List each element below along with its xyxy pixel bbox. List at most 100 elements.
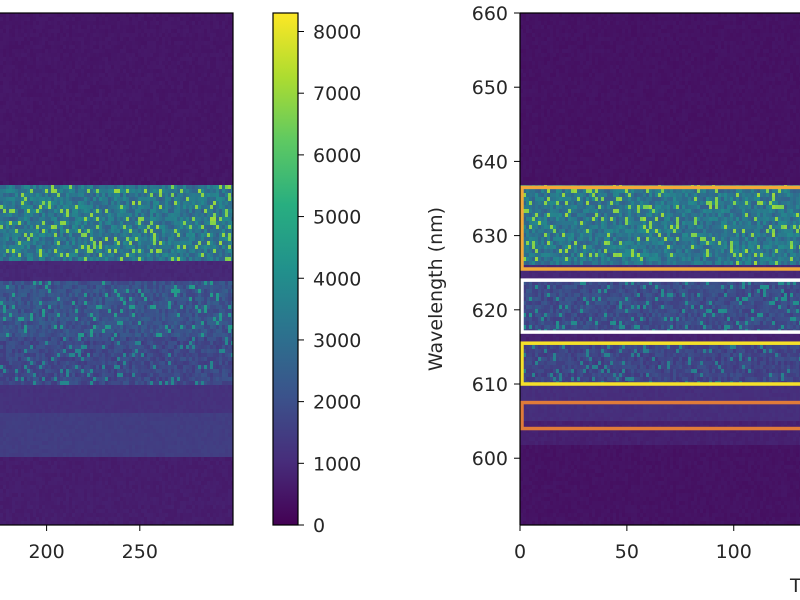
heatmap-cell	[96, 453, 100, 458]
heatmap-cell	[63, 61, 67, 66]
heatmap-cell	[90, 481, 94, 486]
heatmap-cell	[81, 117, 85, 122]
heatmap-cell	[69, 113, 73, 118]
heatmap-cell	[60, 209, 64, 214]
heatmap-cell	[93, 217, 97, 222]
heatmap-cell	[72, 429, 76, 434]
heatmap-cell	[36, 189, 40, 194]
heatmap-cell	[81, 425, 85, 430]
heatmap-cell	[78, 149, 82, 154]
heatmap-cell	[75, 485, 79, 490]
heatmap-cell	[9, 121, 13, 126]
heatmap-cell	[75, 421, 79, 426]
heatmap-cell	[18, 377, 22, 382]
heatmap-cell	[87, 249, 91, 254]
heatmap-cell	[54, 477, 58, 482]
heatmap-cell	[66, 117, 70, 122]
heatmap-cell	[54, 333, 58, 338]
heatmap-cell	[57, 261, 61, 266]
heatmap-cell	[102, 521, 106, 525]
heatmap-cell	[12, 337, 16, 342]
heatmap-cell	[36, 353, 40, 358]
heatmap-cell	[96, 229, 100, 234]
heatmap-cell	[102, 17, 106, 22]
heatmap-cell	[102, 121, 106, 126]
heatmap-cell	[45, 421, 49, 426]
heatmap-cell	[33, 229, 37, 234]
heatmap-cell	[27, 517, 31, 522]
heatmap-cell	[18, 253, 22, 258]
heatmap-cell	[45, 325, 49, 330]
heatmap-cell	[27, 65, 31, 70]
heatmap-cell	[78, 153, 82, 158]
heatmap-cell	[15, 365, 19, 370]
heatmap-cell	[60, 69, 64, 74]
heatmap-cell	[75, 329, 79, 334]
heatmap-cell	[57, 453, 61, 458]
heatmap-cell	[54, 17, 58, 22]
heatmap-cell	[57, 429, 61, 434]
heatmap-cell	[63, 249, 67, 254]
heatmap-cell	[0, 293, 4, 298]
heatmap-cell	[102, 301, 106, 306]
heatmap-cell	[0, 493, 4, 498]
heatmap-cell	[72, 349, 76, 354]
heatmap-cell	[33, 141, 37, 146]
heatmap-cell	[3, 337, 7, 342]
heatmap-cell	[42, 289, 46, 294]
heatmap-cell	[75, 417, 79, 422]
heatmap-cell	[69, 257, 73, 262]
heatmap-cell	[33, 129, 37, 134]
heatmap-cell	[66, 53, 70, 58]
heatmap-cell	[0, 45, 4, 50]
heatmap-cell	[114, 29, 118, 34]
heatmap-cell	[24, 501, 28, 506]
heatmap-cell	[72, 285, 76, 290]
heatmap-cell	[102, 229, 106, 234]
heatmap-cell	[66, 449, 70, 454]
heatmap-cell	[42, 277, 46, 282]
heatmap-cell	[84, 453, 88, 458]
heatmap-cell	[24, 105, 28, 110]
heatmap-cell	[96, 61, 100, 66]
heatmap-cell	[6, 345, 10, 350]
heatmap-cell	[15, 85, 19, 90]
heatmap-cell	[27, 61, 31, 66]
heatmap-cell	[9, 473, 13, 478]
heatmap-cell	[96, 305, 100, 310]
heatmap-cell	[33, 461, 37, 466]
heatmap-cell	[39, 521, 43, 525]
heatmap-cell	[87, 321, 91, 326]
heatmap-cell	[75, 141, 79, 146]
heatmap-cell	[33, 297, 37, 302]
heatmap-cell	[81, 281, 85, 286]
heatmap-cell	[111, 61, 115, 66]
heatmap-cell	[102, 257, 106, 262]
heatmap-cell	[51, 45, 55, 50]
heatmap-cell	[63, 357, 67, 362]
heatmap-cell	[24, 237, 28, 242]
heatmap-cell	[90, 213, 94, 218]
heatmap-cell	[66, 433, 70, 438]
heatmap-cell	[96, 205, 100, 210]
heatmap-cell	[111, 381, 115, 386]
heatmap-cell	[84, 493, 88, 498]
heatmap-cell	[96, 497, 100, 502]
heatmap-cell	[39, 441, 43, 446]
heatmap-cell	[15, 473, 19, 478]
heatmap-cell	[39, 145, 43, 150]
heatmap-cell	[24, 365, 28, 370]
heatmap-cell	[81, 341, 85, 346]
heatmap-cell	[63, 33, 67, 38]
heatmap-cell	[93, 285, 97, 290]
heatmap-cell	[108, 489, 112, 494]
heatmap-cell	[24, 453, 28, 458]
heatmap-cell	[18, 133, 22, 138]
heatmap-cell	[114, 389, 118, 394]
heatmap-cell	[51, 157, 55, 162]
heatmap-cell	[63, 201, 67, 206]
heatmap-cell	[96, 433, 100, 438]
heatmap-cell	[45, 341, 49, 346]
heatmap-cell	[45, 25, 49, 30]
heatmap-cell	[75, 321, 79, 326]
